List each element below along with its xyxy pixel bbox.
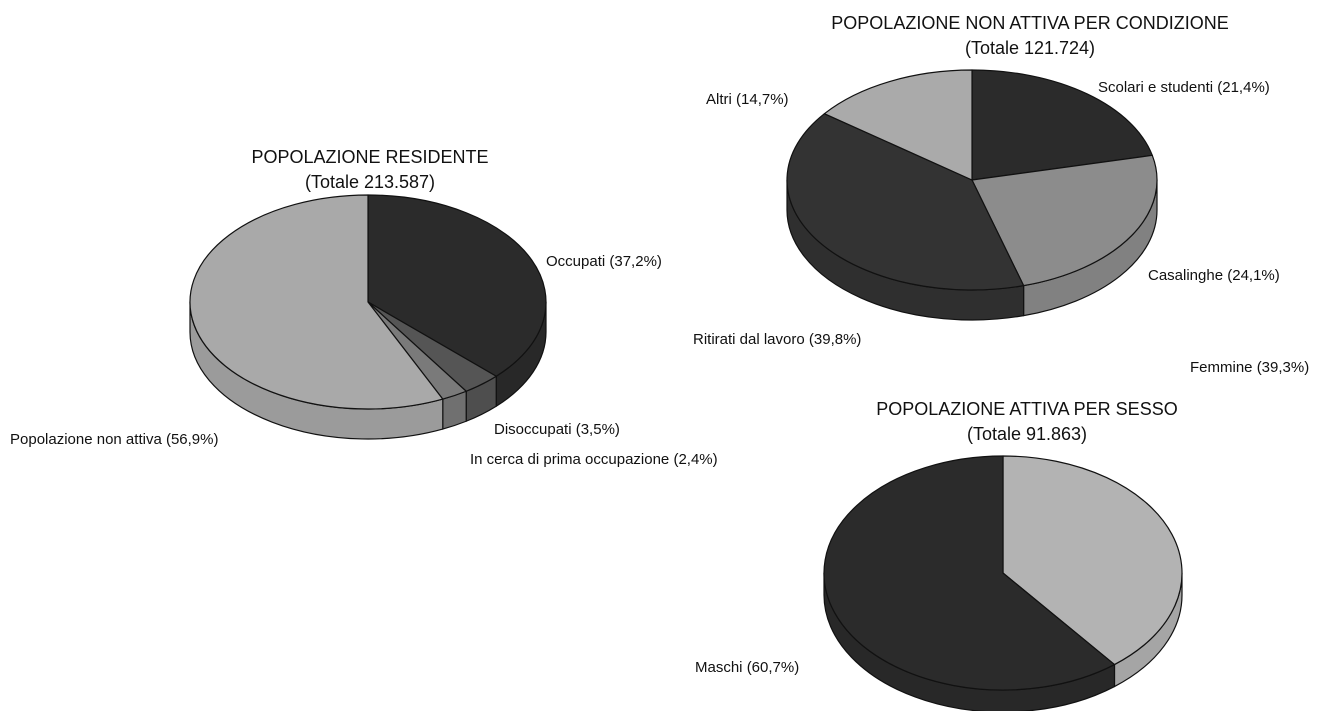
slice-value-label: (56,9%) — [166, 431, 219, 448]
slice-name: Ritirati dal lavoro — [693, 331, 805, 348]
slice-name: Disoccupati — [494, 421, 572, 438]
chart-subtitle: (Totale 91.863) — [967, 424, 1087, 444]
slice-name: Maschi — [695, 659, 743, 676]
slice-label: Popolazione non attiva (56,9%) — [10, 431, 218, 448]
slice-value-label: (14,7%) — [736, 91, 789, 108]
slice-label: In cerca di prima occupazione (2,4%) — [470, 451, 718, 468]
pie-slice — [367, 194, 547, 377]
slice-label: Femmine (39,3%) — [1190, 359, 1309, 376]
slice-name: Occupati — [546, 253, 605, 270]
slice-name: Femmine — [1190, 359, 1253, 376]
chart-title: POPOLAZIONE NON ATTIVA PER CONDIZIONE — [831, 13, 1228, 33]
slice-label: Altri (14,7%) — [706, 91, 789, 108]
pie-slice — [823, 455, 1116, 691]
slice-value-label: (37,2%) — [609, 253, 662, 270]
slice-name: Altri — [706, 91, 732, 108]
slice-name: Casalinghe — [1148, 267, 1223, 284]
slice-value-label: (3,5%) — [576, 421, 620, 438]
chart-title: POPOLAZIONE ATTIVA PER SESSO — [876, 399, 1177, 419]
slice-name: Popolazione non attiva — [10, 431, 162, 448]
slice-label: Ritirati dal lavoro (39,8%) — [693, 331, 861, 348]
slice-label: Maschi (60,7%) — [695, 659, 799, 676]
chart-subtitle: (Totale 213.587) — [305, 172, 435, 192]
pie-slice — [189, 194, 444, 410]
slice-value-label: (39,8%) — [809, 331, 862, 348]
chart-title: POPOLAZIONE RESIDENTE — [251, 147, 488, 167]
slice-value-label: (39,3%) — [1257, 359, 1310, 376]
chart-subtitle: (Totale 121.724) — [965, 38, 1095, 58]
slice-label: Occupati (37,2%) — [546, 253, 662, 270]
slice-value-label: (2,4%) — [673, 451, 717, 468]
slice-value-label: (60,7%) — [747, 659, 800, 676]
slice-value-label: (21,4%) — [1217, 79, 1270, 96]
slice-label: Disoccupati (3,5%) — [494, 421, 620, 438]
slice-name: In cerca di prima occupazione — [470, 451, 669, 468]
pie-slice — [1002, 455, 1183, 666]
pie-slice — [971, 154, 1158, 287]
slice-label: Casalinghe (24,1%) — [1148, 267, 1280, 284]
slice-label: Scolari e studenti (21,4%) — [1098, 79, 1270, 96]
slice-name: Scolari e studenti — [1098, 79, 1213, 96]
slice-value-label: (24,1%) — [1227, 267, 1280, 284]
pie-slice — [823, 69, 973, 181]
pie-slice — [786, 113, 1025, 291]
pie-slice — [971, 69, 1153, 181]
